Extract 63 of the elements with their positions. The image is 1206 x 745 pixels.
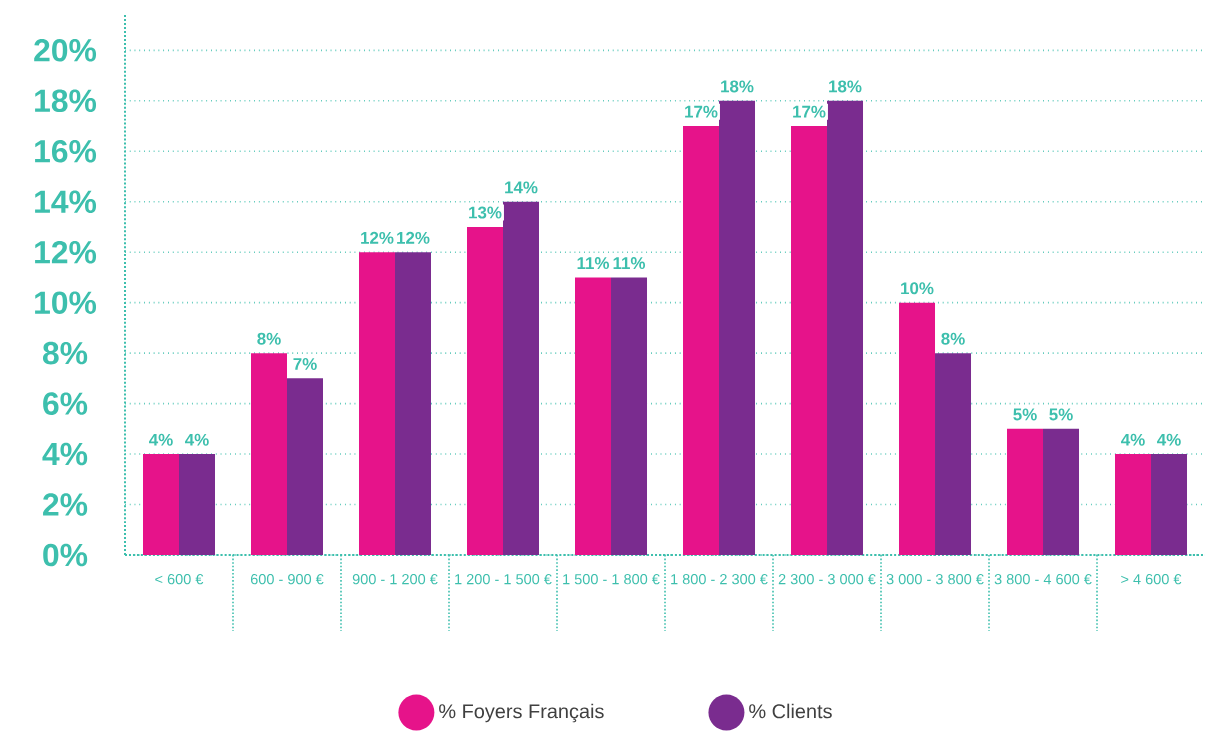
bar bbox=[503, 201, 539, 555]
bar bbox=[611, 277, 648, 555]
data-label: 13% bbox=[469, 206, 502, 219]
y-tick-label: 0% bbox=[43, 543, 88, 567]
bar bbox=[287, 378, 323, 555]
data-label: 4% bbox=[149, 433, 173, 446]
bar bbox=[251, 353, 287, 555]
data-label: 14% bbox=[505, 181, 538, 194]
bar bbox=[1043, 428, 1080, 555]
y-tick-label: 4% bbox=[42, 442, 88, 466]
y-tick-label: 12% bbox=[35, 240, 97, 264]
data-label: 8% bbox=[941, 332, 965, 345]
bar bbox=[575, 277, 612, 555]
bar bbox=[143, 454, 179, 555]
y-tick-label: 2% bbox=[43, 493, 88, 516]
data-label: 12% bbox=[361, 231, 394, 244]
bar bbox=[719, 100, 756, 555]
data-label: 18% bbox=[829, 80, 862, 93]
y-tick-label: 14% bbox=[35, 190, 97, 213]
legend-label: % Clients bbox=[749, 703, 832, 719]
x-tick-label: 600 - 900 € bbox=[250, 574, 324, 585]
x-tick-label: 3 000 - 3 800 € bbox=[886, 574, 984, 585]
bar bbox=[1151, 454, 1188, 555]
data-label: 8% bbox=[257, 332, 281, 345]
data-label: 17% bbox=[685, 105, 718, 118]
data-label: 5% bbox=[1049, 408, 1073, 421]
data-label: 12% bbox=[397, 231, 430, 244]
x-tick-label: 1 500 - 1 800 € bbox=[563, 574, 660, 585]
bar bbox=[1007, 428, 1044, 555]
bar bbox=[359, 252, 395, 555]
x-tick-label: 3 800 - 4 600 € bbox=[994, 574, 1092, 585]
x-tick-label: 2 300 - 3 000 € bbox=[778, 574, 876, 585]
bar bbox=[467, 226, 503, 555]
y-tick-label: 10% bbox=[35, 291, 97, 314]
y-tick-label: 18% bbox=[35, 89, 97, 113]
bar bbox=[791, 126, 828, 555]
bar bbox=[395, 252, 431, 555]
y-tick-label: 16% bbox=[35, 139, 97, 163]
bar bbox=[935, 353, 972, 555]
y-tick-label: 20% bbox=[34, 39, 97, 62]
data-label: 18% bbox=[721, 80, 754, 93]
data-label: 11% bbox=[577, 257, 610, 270]
bar bbox=[683, 126, 720, 555]
y-tick-label: 8% bbox=[42, 341, 88, 365]
x-tick-label: 1 200 - 1 500 € bbox=[455, 574, 552, 585]
data-label: 11% bbox=[613, 257, 646, 270]
legend-label: % Foyers Français bbox=[439, 703, 604, 723]
x-tick-label: < 600 € bbox=[155, 574, 204, 585]
data-label: 17% bbox=[793, 105, 826, 118]
data-label: 4% bbox=[185, 433, 209, 446]
data-label: 7% bbox=[293, 358, 317, 370]
data-label: 10% bbox=[901, 282, 934, 295]
data-label: 4% bbox=[1157, 433, 1181, 446]
x-tick-label: > 4 600 € bbox=[1121, 574, 1182, 585]
x-tick-label: 1 800 - 2 300 € bbox=[671, 574, 768, 585]
bar bbox=[1115, 454, 1152, 555]
x-tick-label: 900 - 1 200 € bbox=[352, 574, 438, 585]
data-label: 4% bbox=[1121, 433, 1145, 446]
bar bbox=[827, 100, 864, 555]
bar bbox=[899, 302, 936, 555]
y-tick-label: 6% bbox=[43, 392, 88, 415]
bar bbox=[179, 454, 215, 555]
data-label: 5% bbox=[1013, 408, 1037, 421]
